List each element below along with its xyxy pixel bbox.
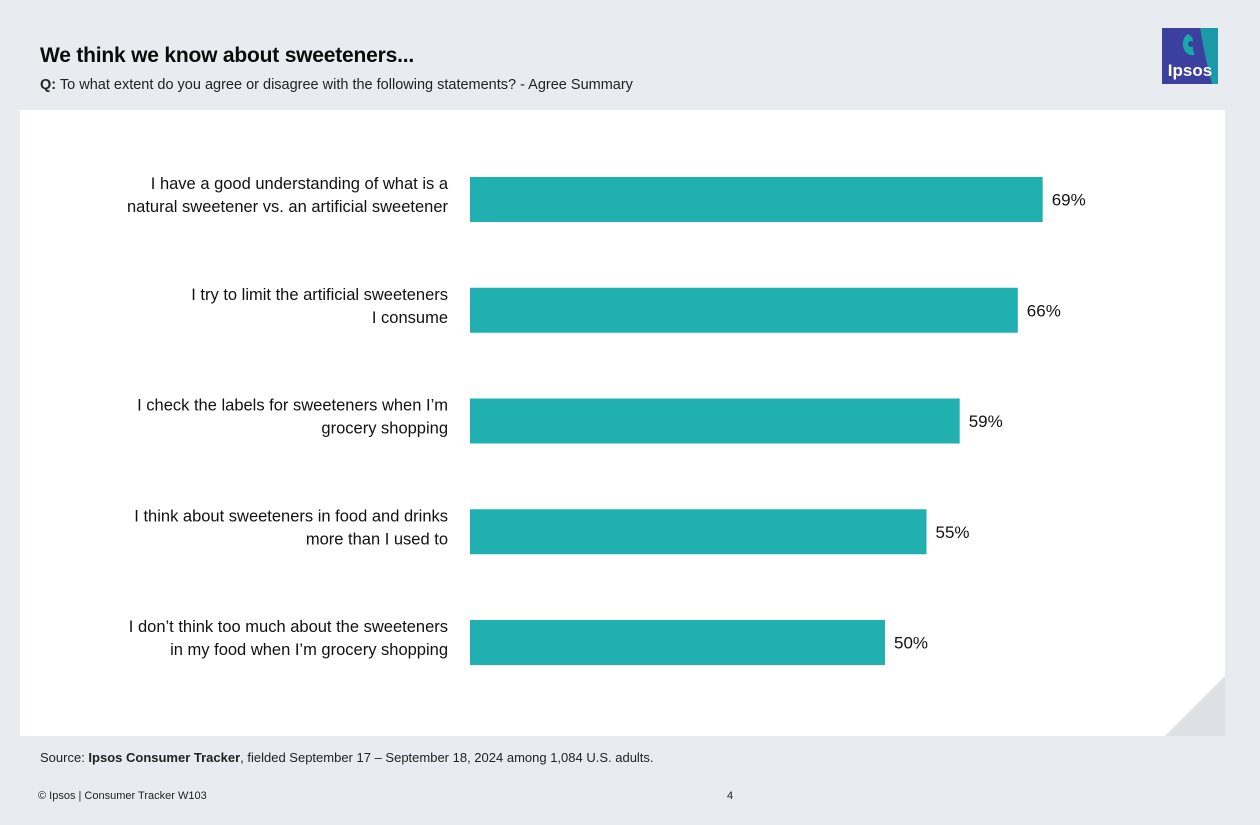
category-label: I check the labels for sweeteners when I… xyxy=(137,397,448,438)
value-label: 59% xyxy=(969,412,1003,431)
value-label: 55% xyxy=(936,523,970,542)
category-label-line: grocery shopping xyxy=(321,420,448,438)
category-label: I have a good understanding of what is a… xyxy=(127,175,449,216)
bar xyxy=(470,620,885,665)
category-label-line: I have a good understanding of what is a xyxy=(151,175,449,193)
category-label-line: I consume xyxy=(372,309,448,327)
chart-panel: I have a good understanding of what is a… xyxy=(20,110,1225,736)
bar xyxy=(470,177,1043,222)
source-prefix: Source: xyxy=(40,750,89,765)
category-label-line: more than I used to xyxy=(306,530,448,548)
question-body: To what extent do you agree or disagree … xyxy=(56,77,633,93)
page-title: We think we know about sweeteners... xyxy=(40,44,414,67)
category-label: I think about sweeteners in food and dri… xyxy=(134,507,448,548)
logo-text: Ipsos xyxy=(1168,61,1212,80)
panel-corner-fold xyxy=(1165,676,1225,736)
category-label-line: in my food when I’m grocery shopping xyxy=(170,641,448,659)
category-label-line: I try to limit the artificial sweeteners xyxy=(191,286,448,304)
bar xyxy=(470,398,960,444)
ipsos-logo: Ipsos xyxy=(1162,28,1218,84)
footer-text: © Ipsos | Consumer Tracker W103 xyxy=(38,790,207,802)
category-label-line: I think about sweeteners in food and dri… xyxy=(134,507,448,525)
bar-chart: I have a good understanding of what is a… xyxy=(20,110,1225,736)
bar xyxy=(470,287,1018,333)
category-label-line: natural sweetener vs. an artificial swee… xyxy=(127,198,448,216)
category-label: I don’t think too much about the sweeten… xyxy=(129,618,448,659)
question-text: Q: To what extent do you agree or disagr… xyxy=(40,77,633,93)
category-label-line: I check the labels for sweeteners when I… xyxy=(137,397,448,415)
bar xyxy=(470,509,927,555)
category-label-line: I don’t think too much about the sweeten… xyxy=(129,618,448,636)
source-note: Source: Ipsos Consumer Tracker, fielded … xyxy=(40,750,654,765)
source-suffix: , fielded September 17 – September 18, 2… xyxy=(240,750,654,765)
question-prefix: Q: xyxy=(40,77,57,93)
value-label: 66% xyxy=(1027,301,1061,320)
value-label: 69% xyxy=(1052,191,1086,210)
page-number: 4 xyxy=(727,790,734,802)
value-label: 50% xyxy=(894,634,928,653)
source-name: Ipsos Consumer Tracker xyxy=(88,750,241,765)
ipsos-logo-icon: Ipsos xyxy=(1162,28,1218,84)
category-label: I try to limit the artificial sweeteners… xyxy=(191,286,448,327)
